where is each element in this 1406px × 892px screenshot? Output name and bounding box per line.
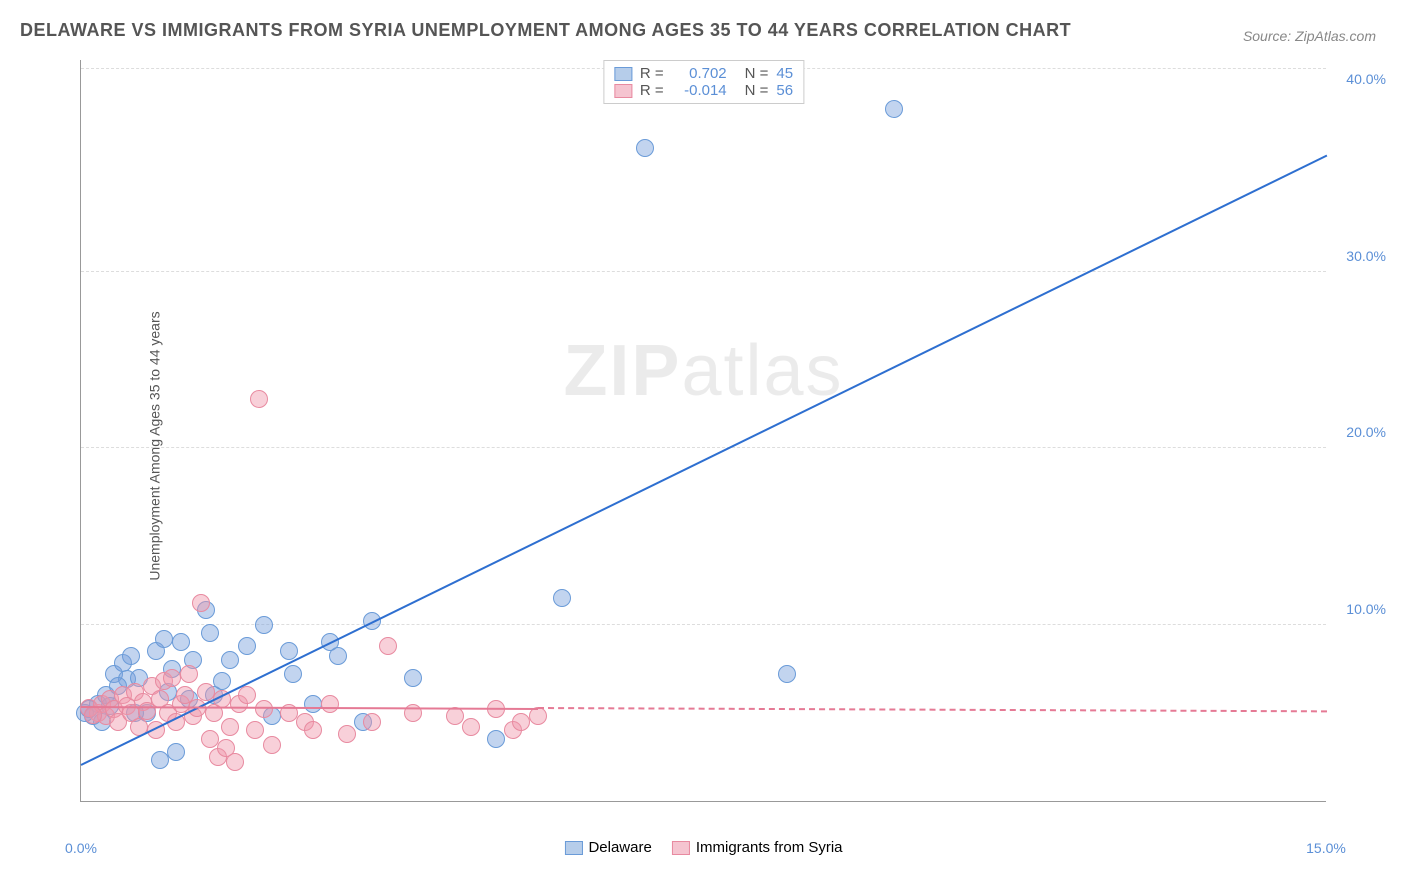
y-tick-label: 40.0% [1346, 71, 1386, 87]
data-point [201, 730, 219, 748]
legend-swatch [672, 841, 690, 855]
data-point [163, 669, 181, 687]
grid-line [81, 271, 1326, 272]
data-point [250, 390, 268, 408]
data-point [246, 721, 264, 739]
data-point [255, 616, 273, 634]
data-point [363, 713, 381, 731]
data-point [213, 672, 231, 690]
correlation-legend: R = 0.702 N = 45 R = -0.014 N = 56 [603, 60, 804, 104]
data-point [263, 736, 281, 754]
y-tick-label: 10.0% [1346, 601, 1386, 617]
legend-label: Immigrants from Syria [696, 839, 843, 856]
data-point [197, 683, 215, 701]
data-point [462, 718, 480, 736]
data-point [192, 594, 210, 612]
data-point [167, 743, 185, 761]
data-point [221, 651, 239, 669]
data-point [338, 725, 356, 743]
chart-area: Unemployment Among Ages 35 to 44 years Z… [50, 60, 1376, 832]
legend-swatch [614, 67, 632, 81]
chart-title: DELAWARE VS IMMIGRANTS FROM SYRIA UNEMPL… [20, 20, 1386, 41]
grid-line [81, 447, 1326, 448]
data-point [238, 637, 256, 655]
r-label: R = [640, 82, 664, 99]
data-point [512, 713, 530, 731]
data-point [487, 730, 505, 748]
r-value: 0.702 [672, 65, 727, 82]
data-point [122, 647, 140, 665]
data-point [172, 633, 190, 651]
n-label: N = [745, 65, 769, 82]
data-point [84, 706, 102, 724]
n-label: N = [745, 82, 769, 99]
n-value: 56 [776, 82, 793, 99]
data-point [553, 589, 571, 607]
data-point [255, 700, 273, 718]
data-point [201, 624, 219, 642]
data-point [238, 686, 256, 704]
data-point [226, 753, 244, 771]
data-point [636, 139, 654, 157]
y-tick-label: 30.0% [1346, 248, 1386, 264]
data-point [404, 669, 422, 687]
x-tick-label: 0.0% [65, 840, 97, 856]
data-point [151, 751, 169, 769]
data-point [885, 100, 903, 118]
data-point [221, 718, 239, 736]
x-tick-label: 15.0% [1306, 840, 1346, 856]
r-value: -0.014 [672, 82, 727, 99]
watermark: ZIPatlas [563, 330, 843, 412]
data-point [446, 707, 464, 725]
series-legend: Delaware Immigrants from Syria [564, 839, 842, 856]
y-tick-label: 20.0% [1346, 424, 1386, 440]
r-label: R = [640, 65, 664, 82]
n-value: 45 [776, 65, 793, 82]
legend-item: Delaware [564, 839, 651, 856]
data-point [379, 637, 397, 655]
data-point [321, 695, 339, 713]
data-point [778, 665, 796, 683]
legend-row: R = -0.014 N = 56 [614, 82, 793, 99]
source-label: Source: ZipAtlas.com [1243, 28, 1376, 44]
legend-label: Delaware [588, 839, 651, 856]
legend-swatch [614, 84, 632, 98]
legend-swatch [564, 841, 582, 855]
plot-region: ZIPatlas R =0.702N =45R =-0.014N =56 Del… [80, 60, 1326, 802]
data-point [304, 695, 322, 713]
data-point [280, 642, 298, 660]
trend-line [81, 154, 1328, 765]
legend-item: Immigrants from Syria [672, 839, 843, 856]
data-point [180, 665, 198, 683]
data-point [329, 647, 347, 665]
data-point [529, 707, 547, 725]
trend-line [537, 707, 1326, 712]
data-point [155, 630, 173, 648]
legend-row: R = 0.702 N = 45 [614, 65, 793, 82]
data-point [304, 721, 322, 739]
data-point [284, 665, 302, 683]
